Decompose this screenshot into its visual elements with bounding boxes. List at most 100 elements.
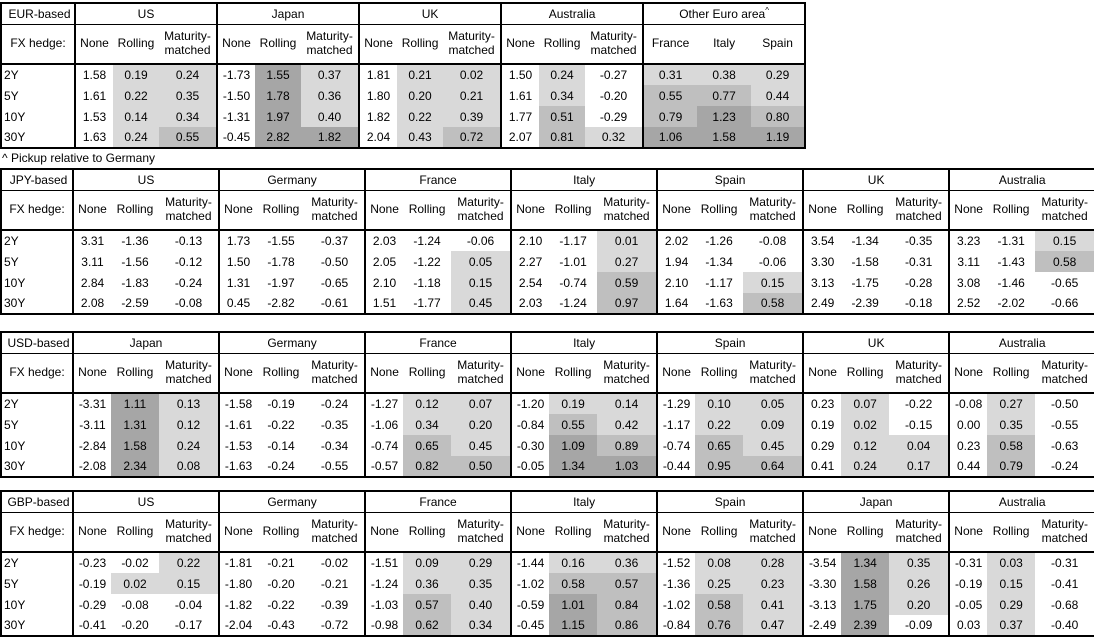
hedge-col-header: Spain	[751, 24, 806, 65]
value-cell: 0.15	[159, 573, 220, 594]
hedge-col-header: None	[74, 24, 113, 65]
value-cell: -2.59	[121, 296, 149, 310]
hedge-col-header: None	[802, 353, 842, 394]
value-cell: 0.51	[539, 106, 586, 127]
value-cell: 0.45	[743, 435, 804, 456]
value-cell: -1.97	[267, 275, 295, 290]
value-cell: 0.34	[451, 615, 512, 636]
value-cell: 3.11	[948, 251, 988, 272]
value-cell: 0.45	[218, 293, 258, 314]
value-cell: -0.19	[267, 397, 295, 411]
value-cell: 1.77	[500, 106, 540, 127]
value-cell: -0.40	[1050, 618, 1079, 632]
country-group-header: France	[364, 332, 512, 354]
tenor-label: 2Y	[4, 397, 19, 411]
country-group-header: Italy	[510, 332, 658, 354]
country-group-header-row: USD-based Japan Germany France Italy Spain UK A…	[1, 332, 1094, 354]
value-cell: -0.19	[948, 573, 988, 594]
value-cell: -1.18	[413, 275, 441, 290]
hedge-col-header: Rolling	[549, 353, 598, 394]
value-cell: 1.97	[255, 106, 302, 127]
hedge-col-header: Rolling	[841, 190, 890, 231]
value-cell: 0.00	[948, 414, 988, 435]
value-cell: 0.20	[889, 594, 950, 615]
value-cell: 0.02	[841, 414, 890, 435]
value-cell: -3.54	[802, 552, 842, 573]
value-cell: 0.15	[451, 272, 512, 293]
value-cell: 1.03	[597, 456, 658, 477]
table-base-label: GBP-based	[1, 491, 73, 513]
value-cell: -1.02	[656, 594, 696, 615]
value-cell: 0.08	[695, 552, 744, 573]
value-cell: -0.84	[656, 615, 696, 636]
value-cell: 2.34	[111, 456, 159, 477]
value-cell: 0.34	[159, 106, 218, 127]
value-cell: -1.06	[364, 414, 404, 435]
value-cell: -1.80	[218, 573, 258, 594]
value-cell: 0.58	[695, 594, 744, 615]
value-cell: -1.58	[218, 393, 258, 414]
value-cell: 0.34	[403, 414, 452, 435]
hedge-col-header: None	[948, 512, 988, 553]
hedge-col-header: None	[656, 190, 696, 231]
eur-based-table: EUR-based US Japan UK Australia Other Euro ar…	[0, 2, 807, 149]
value-cell: 0.03	[987, 552, 1036, 573]
jpy-based-table: JPY-based US Germany France Italy Spain UK Aust…	[0, 168, 1094, 315]
table-row: 2Y 1.58 0.19 0.24 -1.73 1.55 0.37 1.81 0.21 0.02 1…	[1, 64, 806, 85]
value-cell: -1.50	[216, 85, 256, 106]
value-cell: 1.82	[301, 127, 360, 148]
hedge-col-header: Rolling	[987, 512, 1036, 553]
hedge-col-header: Maturity-matched	[597, 512, 658, 553]
value-cell: 1.94	[656, 251, 696, 272]
country-group-header: UK	[358, 3, 502, 25]
value-cell: -1.56	[121, 254, 149, 269]
value-cell: -0.18	[904, 296, 933, 310]
value-cell: -0.02	[121, 556, 149, 570]
value-cell: 0.22	[159, 552, 220, 573]
value-cell: 0.57	[403, 594, 452, 615]
value-cell: 0.40	[451, 594, 512, 615]
value-cell: 1.50	[500, 64, 540, 85]
value-cell: 0.81	[539, 127, 586, 148]
country-group-header: France	[364, 169, 512, 191]
value-cell: 0.03	[948, 615, 988, 636]
value-cell: -1.17	[705, 275, 733, 290]
value-cell: -1.34	[705, 254, 733, 269]
value-cell: -1.17	[656, 414, 696, 435]
value-cell: -0.63	[1050, 438, 1079, 453]
value-cell: 1.73	[218, 230, 258, 251]
value-cell: -0.34	[320, 438, 349, 453]
value-cell: -1.24	[413, 234, 441, 248]
value-cell: 0.21	[443, 85, 502, 106]
value-cell: 0.55	[549, 414, 598, 435]
hedge-col-header: Maturity-matched	[1035, 190, 1094, 231]
value-cell: -0.98	[364, 615, 404, 636]
value-cell: 0.35	[889, 552, 950, 573]
value-cell: -0.20	[267, 576, 295, 591]
table-row: 2Y -0.23 -0.02 0.22 -1.81 -0.21 -0.02 -1.51 0.09…	[1, 552, 1094, 573]
value-cell: -0.08	[758, 234, 787, 248]
value-cell: 1.64	[656, 293, 696, 314]
tenor-label: 30Y	[4, 459, 26, 473]
hedge-col-header: Rolling	[111, 512, 159, 553]
tenor-label: 10Y	[4, 275, 26, 290]
value-cell: -1.83	[121, 275, 149, 290]
hedge-col-header: Maturity-matched	[159, 512, 220, 553]
value-cell: -1.82	[218, 594, 258, 615]
value-cell: 0.84	[597, 594, 658, 615]
value-cell: -0.08	[121, 597, 149, 612]
value-cell: 0.04	[889, 435, 950, 456]
value-cell: 1.80	[358, 85, 398, 106]
hedge-col-header: France	[642, 24, 698, 65]
value-cell: 0.32	[585, 127, 644, 148]
value-cell: 0.28	[743, 552, 804, 573]
value-cell: 0.14	[597, 393, 658, 414]
value-cell: 0.80	[751, 106, 806, 127]
hedge-col-header: None	[72, 190, 111, 231]
value-cell: 0.24	[159, 64, 218, 85]
value-cell: -0.24	[320, 397, 349, 411]
hedge-col-header: None	[510, 190, 550, 231]
value-cell: -0.22	[267, 597, 295, 612]
value-cell: 1.75	[841, 594, 890, 615]
value-cell: 0.45	[451, 435, 512, 456]
